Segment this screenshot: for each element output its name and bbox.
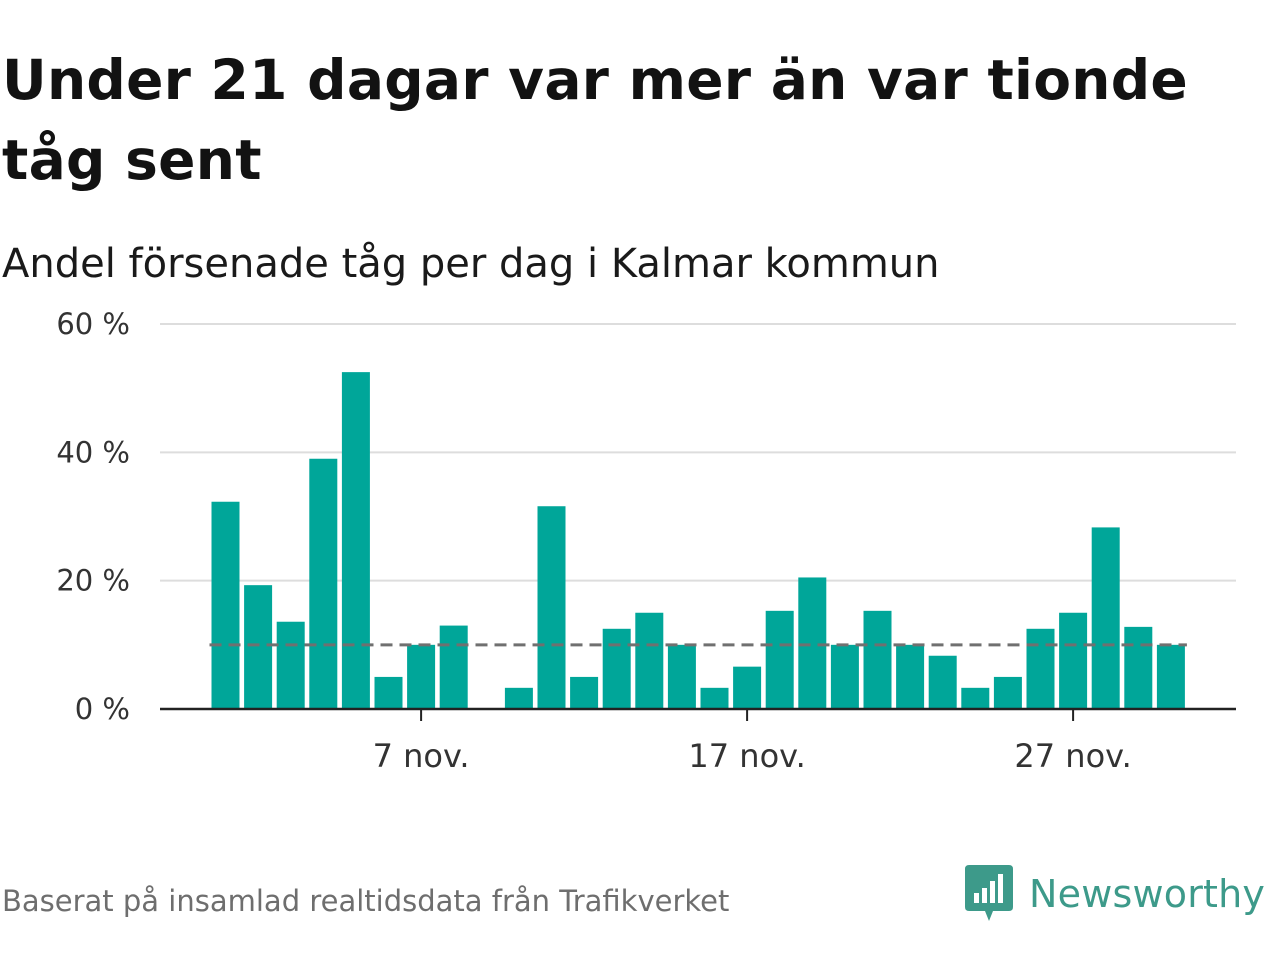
source-note: Baserat på insamlad realtidsdata från Tr…: [2, 884, 730, 918]
bar: [798, 577, 827, 709]
bar: [1124, 626, 1153, 709]
bar: [570, 676, 599, 709]
bar: [733, 666, 762, 709]
bar: [374, 676, 403, 709]
bar: [276, 621, 305, 709]
bar: [765, 610, 794, 709]
bar: [830, 644, 859, 709]
brand-name: Newsworthy: [1029, 872, 1266, 916]
newsworthy-logo-icon: [965, 865, 1013, 921]
bar: [1026, 628, 1055, 709]
bar: [244, 585, 273, 709]
x-tick-label: 7 nov.: [373, 737, 470, 775]
bar: [537, 506, 566, 709]
bar: [309, 458, 338, 709]
bar: [1156, 644, 1185, 709]
bar: [1059, 612, 1088, 709]
bar: [341, 372, 370, 709]
bar-chart: 0 % 20 % 40 % 60 % 7 nov. 17 nov. 27 nov.: [56, 307, 1236, 775]
bar: [1091, 527, 1120, 709]
bar: [211, 501, 240, 709]
bar: [863, 610, 892, 709]
gridlines: [160, 323, 1236, 582]
bar: [700, 687, 729, 709]
bar: [439, 625, 468, 709]
bar: [928, 655, 957, 709]
bar: [504, 687, 533, 709]
bars: [211, 372, 1185, 709]
bar: [667, 644, 696, 709]
bar: [896, 644, 925, 709]
bar: [635, 612, 664, 709]
bar: [602, 628, 631, 709]
y-tick-label: 0 %: [75, 692, 130, 726]
axes: 0 % 20 % 40 % 60 % 7 nov. 17 nov. 27 nov.: [56, 307, 1236, 775]
bar: [993, 676, 1022, 709]
newsworthy-logo: Newsworthy: [963, 862, 1265, 926]
x-tick-label: 27 nov.: [1014, 737, 1131, 775]
bar: [407, 644, 436, 709]
y-tick-label: 40 %: [56, 435, 130, 469]
bar: [961, 687, 990, 709]
x-tick-label: 17 nov.: [688, 737, 805, 775]
y-tick-label: 60 %: [56, 307, 130, 341]
y-tick-label: 20 %: [56, 564, 130, 598]
chart-title: Under 21 dagar var mer än var tionde tåg…: [2, 48, 1189, 192]
chart-subtitle: Andel försenade tåg per dag i Kalmar kom…: [2, 241, 940, 287]
